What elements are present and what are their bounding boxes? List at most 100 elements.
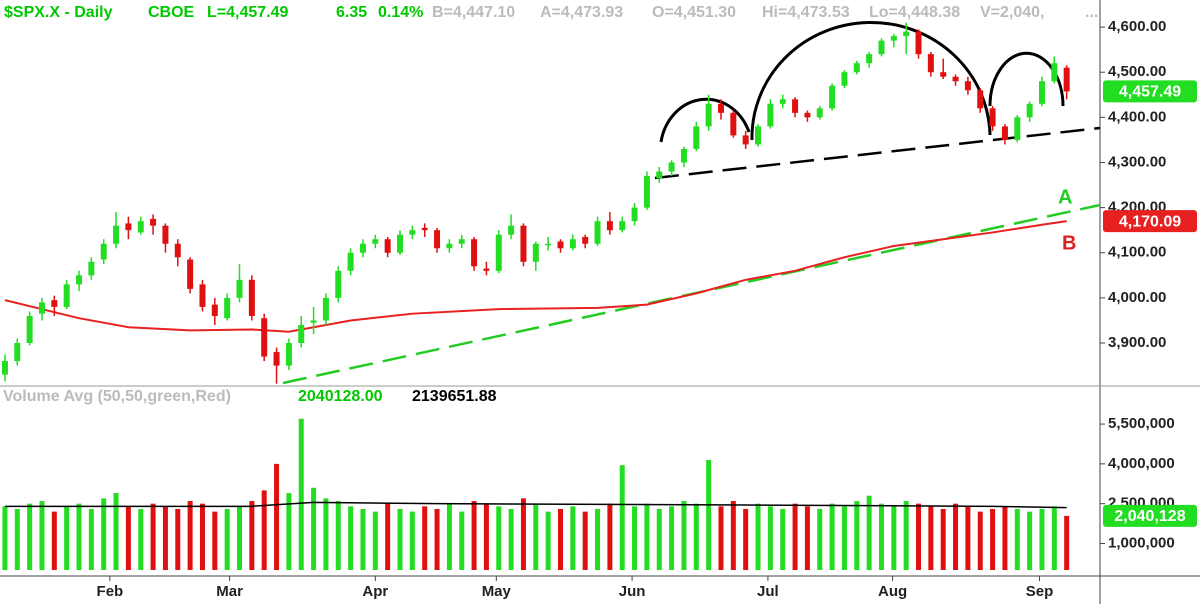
volume-bar [916,503,922,570]
volume-bar [335,501,341,570]
header-item: $SPX.X - Daily [4,4,113,21]
volume-bar [385,503,391,570]
candle-body [631,207,638,222]
candle-body [125,223,132,231]
candle-body [495,234,502,271]
candle-body [100,243,107,260]
candle-body [335,270,342,298]
header-item: 0.14% [378,4,423,21]
volume-bar [780,508,786,570]
candle-body [273,352,280,366]
annotation: A [1058,186,1072,208]
candle-body [38,302,45,314]
candle-body [458,239,465,244]
volume-average [4,501,1067,509]
candle-body [878,40,885,55]
candle-body [508,225,515,235]
x-tick-label: Jun [619,583,646,600]
volume-bar [804,506,810,570]
volume-bar [656,508,662,570]
candle-body [841,72,848,86]
candle-body [174,243,181,258]
y-tick-label: 1,000,000 [1108,534,1175,551]
candle-body [792,99,799,113]
header-item: O=4,451.30 [652,4,736,21]
x-tick-label: Mar [216,583,243,600]
volume-bar [693,503,699,570]
volume-bar [397,508,403,570]
volume-bar [607,503,613,570]
candle-body [285,343,292,366]
volume-bar [669,506,675,570]
candle-body [347,252,354,271]
candle-body [693,126,700,149]
volume-bar [533,503,539,570]
candle-body [532,243,539,262]
volume-bar [64,506,70,570]
volume-bar [940,508,946,570]
volume-bar [298,418,304,570]
x-tick-label: Aug [878,583,907,600]
volume-bar [1051,506,1057,570]
candle-body [816,108,823,118]
x-tick-label: Apr [362,583,388,600]
candle-body [1063,67,1070,92]
x-tick-label: Jul [757,583,779,600]
candle-body [397,234,403,253]
candle-body [434,230,441,249]
volume-bar [928,506,934,570]
candle-body [224,297,231,319]
volume-bar [175,508,181,570]
candle-body [903,31,910,37]
volume-bar [1014,508,1020,570]
y-tick-label: 4,300.00 [1108,153,1166,170]
candle-body [545,243,552,246]
volume-bar [891,506,897,570]
candle-body [372,239,379,244]
volume-bar [520,498,526,570]
candle-body [63,284,70,307]
volume-bar [311,487,317,570]
candle-body [298,324,305,344]
volume-bar [422,506,428,570]
candle-body [582,236,589,244]
candle-body [483,268,490,271]
volume-legend: 2139651.88 [412,388,497,405]
volume-bar [446,503,452,570]
candle-body [76,275,83,285]
volume-bar [434,508,440,570]
volume-bar [76,503,82,570]
candle-body [520,225,527,262]
candle-body [1038,81,1045,104]
candle-body [977,90,984,109]
candle-body [113,225,120,244]
volume-bar [792,503,798,570]
volume-bar [545,511,551,570]
volume-badge-label: 2,040,128 [1114,508,1185,525]
candle-body [866,54,873,64]
candle-body [557,241,564,249]
candle-body [409,230,416,235]
volume-bar [199,503,205,570]
y-tick-label: 3,900.00 [1108,334,1166,351]
volume-bar [903,501,909,570]
arc-left [659,97,751,143]
candle-body [88,261,95,276]
volume-bar [249,501,255,570]
volume-bar [508,508,514,570]
candle-body [829,85,836,109]
volume-bar [274,463,280,570]
candle-body [742,135,749,145]
candle-body [569,239,576,249]
header-item: Lo=4,448.38 [869,4,960,21]
moving-average [4,220,1067,333]
candle-body [767,103,774,127]
candle-body [248,279,255,316]
candle-body [162,225,169,244]
volume-bar [1027,511,1033,570]
candle-body [594,221,601,244]
volume-bar [681,501,687,570]
last-price-badge [1103,80,1197,103]
candle-body [199,284,206,307]
volume-bar [372,511,378,570]
